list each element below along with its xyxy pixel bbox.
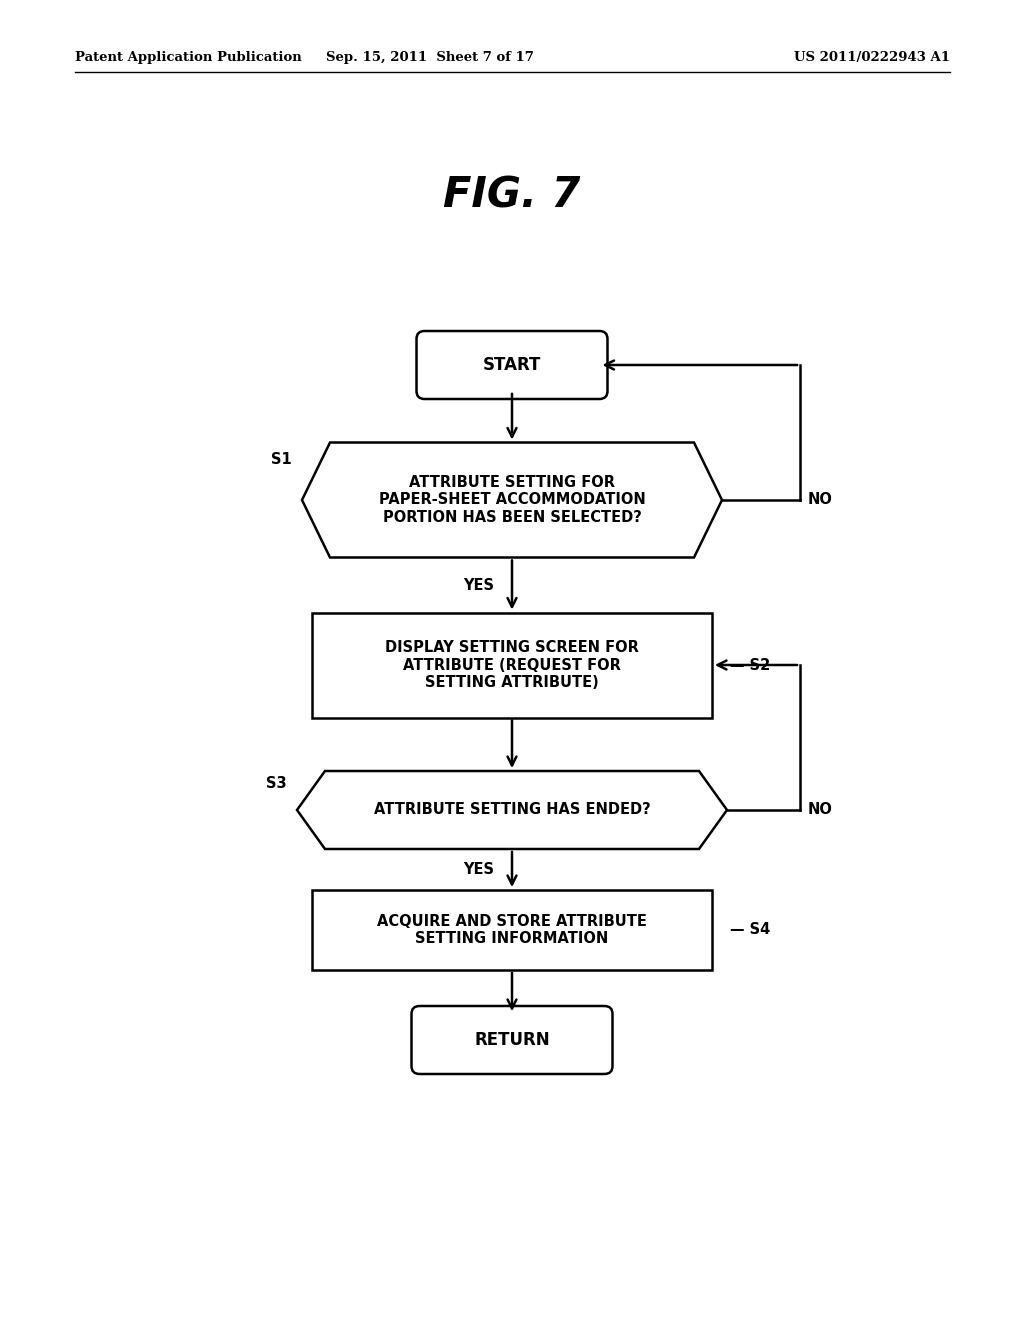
Text: FIG. 7: FIG. 7 (443, 174, 581, 216)
Text: ATTRIBUTE SETTING HAS ENDED?: ATTRIBUTE SETTING HAS ENDED? (374, 803, 650, 817)
Text: — S2: — S2 (730, 657, 770, 672)
Text: NO: NO (808, 803, 833, 817)
Text: YES: YES (463, 578, 494, 593)
Bar (312, 890, 712, 970)
Text: US 2011/0222943 A1: US 2011/0222943 A1 (794, 51, 950, 65)
Text: DISPLAY SETTING SCREEN FOR
ATTRIBUTE (REQUEST FOR
SETTING ATTRIBUTE): DISPLAY SETTING SCREEN FOR ATTRIBUTE (RE… (385, 640, 639, 690)
Text: Patent Application Publication: Patent Application Publication (75, 51, 302, 65)
Text: Sep. 15, 2011  Sheet 7 of 17: Sep. 15, 2011 Sheet 7 of 17 (326, 51, 534, 65)
Text: S3: S3 (266, 776, 287, 791)
Text: ACQUIRE AND STORE ATTRIBUTE
SETTING INFORMATION: ACQUIRE AND STORE ATTRIBUTE SETTING INFO… (377, 913, 647, 946)
Polygon shape (297, 771, 727, 849)
Text: NO: NO (808, 492, 833, 507)
FancyBboxPatch shape (412, 1006, 612, 1074)
Text: START: START (482, 356, 542, 374)
Polygon shape (302, 442, 722, 557)
FancyBboxPatch shape (417, 331, 607, 399)
Text: — S4: — S4 (730, 923, 770, 937)
Text: YES: YES (463, 862, 494, 876)
Bar (312, 612, 712, 718)
Text: S1: S1 (271, 453, 292, 467)
Text: RETURN: RETURN (474, 1031, 550, 1049)
Text: ATTRIBUTE SETTING FOR
PAPER-SHEET ACCOMMODATION
PORTION HAS BEEN SELECTED?: ATTRIBUTE SETTING FOR PAPER-SHEET ACCOMM… (379, 475, 645, 525)
